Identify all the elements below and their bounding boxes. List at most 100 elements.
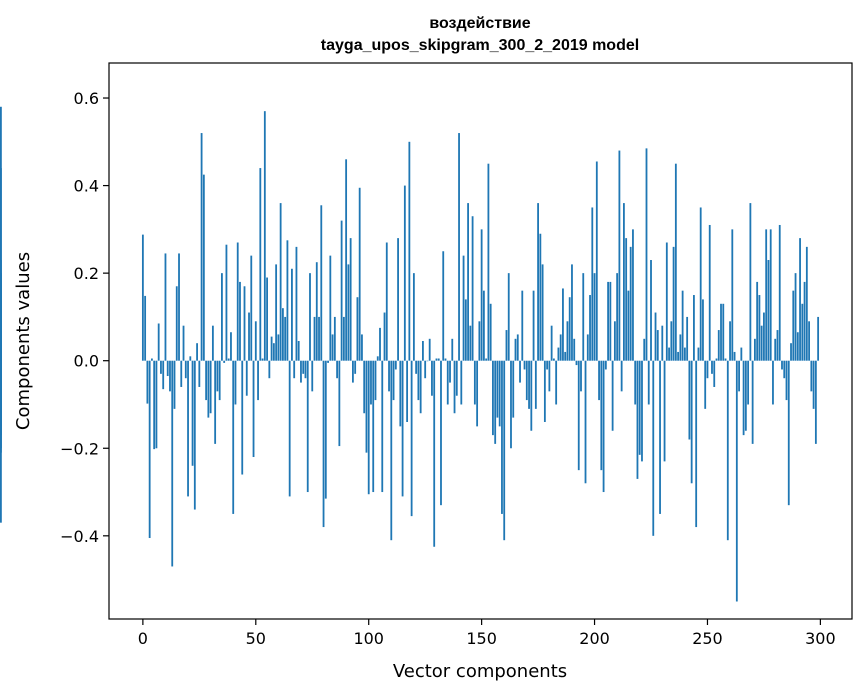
bar xyxy=(724,358,727,361)
bar xyxy=(399,360,402,427)
bar xyxy=(672,246,675,361)
bar xyxy=(383,312,386,361)
bar xyxy=(225,244,228,361)
bar xyxy=(686,316,689,361)
bar xyxy=(248,312,250,361)
bar xyxy=(697,347,700,361)
bar xyxy=(302,360,305,374)
bar xyxy=(157,323,160,361)
bar xyxy=(699,207,702,361)
bar xyxy=(458,133,460,361)
bar xyxy=(577,360,580,471)
bar xyxy=(327,360,329,363)
bar xyxy=(191,360,194,466)
bar xyxy=(254,321,257,361)
bar xyxy=(309,273,311,361)
bar xyxy=(814,360,817,444)
bar xyxy=(268,360,271,379)
bar xyxy=(641,360,643,462)
bar xyxy=(422,341,424,361)
bar xyxy=(494,360,497,444)
bar xyxy=(803,281,806,361)
bar xyxy=(467,203,469,361)
bar xyxy=(566,321,569,361)
bar xyxy=(293,360,296,379)
bar xyxy=(514,338,517,361)
bar xyxy=(532,290,535,361)
bar xyxy=(726,360,729,541)
bar xyxy=(390,360,393,541)
bar xyxy=(661,325,664,361)
bar xyxy=(480,229,483,361)
bar xyxy=(315,262,318,361)
bar xyxy=(695,360,698,528)
bar xyxy=(412,273,415,361)
bar xyxy=(611,360,614,431)
bar xyxy=(193,360,196,510)
bar xyxy=(656,330,659,361)
bar xyxy=(406,360,409,422)
bar xyxy=(796,332,799,361)
bar xyxy=(808,321,810,361)
bar xyxy=(365,360,368,453)
bar xyxy=(503,360,506,541)
bar xyxy=(376,356,379,361)
bar xyxy=(388,360,390,392)
bar xyxy=(324,360,327,499)
bar xyxy=(295,246,298,361)
bar xyxy=(223,360,226,363)
bar xyxy=(394,360,397,370)
bar xyxy=(435,358,438,361)
bar xyxy=(548,360,551,392)
bar xyxy=(756,281,759,361)
bar xyxy=(160,360,162,374)
x-axis-ticks: 0 50 100 150 200 250 300 xyxy=(138,619,836,648)
bar xyxy=(654,312,657,361)
bar xyxy=(200,133,203,361)
bar xyxy=(198,360,201,387)
bar xyxy=(205,360,208,401)
bar xyxy=(428,338,431,361)
bar xyxy=(442,251,445,361)
bar xyxy=(345,159,348,361)
bar xyxy=(729,321,731,361)
bar xyxy=(340,220,343,361)
bar xyxy=(261,358,264,361)
bar xyxy=(415,360,418,374)
bar xyxy=(627,290,630,361)
chart-title: воздействие xyxy=(429,15,530,32)
bar xyxy=(571,264,573,361)
bar xyxy=(722,303,725,361)
bar xyxy=(146,360,149,404)
x-tick-label: 200 xyxy=(579,629,610,648)
bar xyxy=(643,338,646,361)
bar xyxy=(747,360,750,405)
bar xyxy=(744,360,747,431)
bar xyxy=(473,360,476,405)
bar xyxy=(250,255,253,361)
bar xyxy=(155,360,158,449)
bar xyxy=(187,360,189,497)
bar xyxy=(419,360,422,414)
bar xyxy=(670,321,673,361)
bar xyxy=(593,273,596,361)
bar xyxy=(489,303,492,361)
bar xyxy=(713,360,716,387)
bar xyxy=(331,334,334,361)
bar xyxy=(437,358,440,361)
bar xyxy=(584,360,587,484)
bar xyxy=(485,358,488,361)
bar xyxy=(600,360,603,471)
bar xyxy=(787,360,790,506)
plot-frame xyxy=(108,62,853,620)
bar xyxy=(785,360,788,401)
bar xyxy=(812,360,815,409)
bar xyxy=(370,360,372,405)
bar xyxy=(753,338,756,361)
bar xyxy=(613,321,616,361)
bar xyxy=(760,325,763,361)
bar xyxy=(241,360,244,475)
bar xyxy=(153,360,156,450)
bar xyxy=(426,360,429,362)
